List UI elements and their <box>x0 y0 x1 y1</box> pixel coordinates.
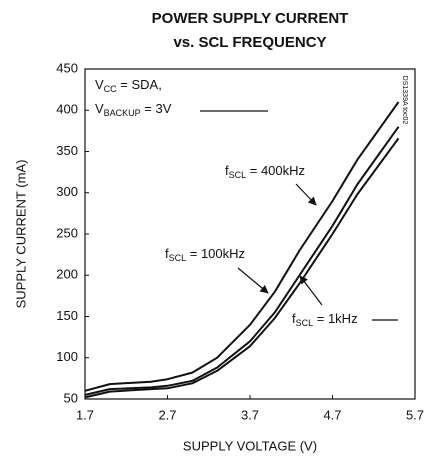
annotation-part: = SDA, <box>117 77 162 92</box>
x-tick-label: 2.7 <box>158 407 176 422</box>
plot-frame <box>84 68 416 400</box>
series-line <box>84 101 400 392</box>
annotation-part: = 100kHz <box>186 246 245 261</box>
annotation-arrow <box>237 267 269 294</box>
y-axis-label: SUPPLY CURRENT (mA) <box>13 160 28 309</box>
y-tick-label: 450 <box>56 60 78 75</box>
annotation-part: CC <box>104 84 117 94</box>
annotation-part: SCL <box>296 318 314 328</box>
y-tick-label: 350 <box>56 143 78 158</box>
y-tick-label: 200 <box>56 267 78 282</box>
y-tick-label: 300 <box>56 184 78 199</box>
annotation: fSCL = 1kHz <box>292 311 358 328</box>
x-tick-label: 4.7 <box>323 407 341 422</box>
x-tick-label: 5.7 <box>406 407 424 422</box>
y-tick-label: 250 <box>56 225 78 240</box>
annotation-part: SCL <box>169 253 187 263</box>
y-tick-label: 150 <box>56 308 78 323</box>
y-tick-label: 50 <box>64 390 78 405</box>
annotation: fSCL = 400kHz <box>225 163 305 180</box>
annotation-part: V <box>95 77 104 92</box>
annotation-part: SCL <box>229 170 247 180</box>
annotation: fSCL = 100kHz <box>165 246 245 263</box>
side-note: DS1339A toc02 <box>401 76 408 125</box>
x-tick-label: 3.7 <box>241 407 259 422</box>
annotation-part: V <box>95 101 104 116</box>
series-line <box>84 137 400 399</box>
annotation: VBACKUP = 3V <box>95 101 172 118</box>
annotation-part: BACKUP <box>104 108 141 118</box>
y-tick-label: 100 <box>56 349 78 364</box>
annotation-part: = 3V <box>141 101 172 116</box>
annotation-part: f <box>225 163 229 178</box>
x-axis-label: SUPPLY VOLTAGE (V) <box>183 438 317 453</box>
series-line <box>84 126 400 396</box>
chart-title: POWER SUPPLY CURRENT <box>152 10 349 27</box>
y-tick-label: 400 <box>56 102 78 117</box>
annotation-part: f <box>292 311 296 326</box>
annotation-part: f <box>165 246 169 261</box>
annotation-arrow <box>299 275 323 306</box>
annotation-part: = 1kHz <box>313 311 357 326</box>
x-tick-label: 1.7 <box>76 407 94 422</box>
chart-title: vs. SCL FREQUENCY <box>173 34 326 51</box>
annotation: VCC = SDA, <box>95 77 162 94</box>
annotation-part: = 400kHz <box>246 163 305 178</box>
annotation-arrow <box>295 183 317 206</box>
